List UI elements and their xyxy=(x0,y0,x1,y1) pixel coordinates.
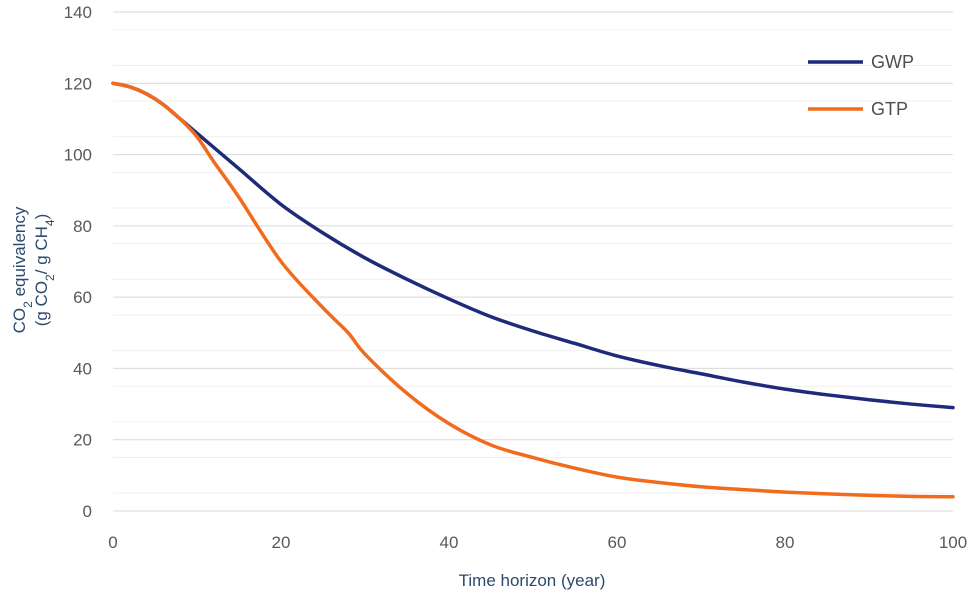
x-axis-ticks: 0 20 40 60 80 100 xyxy=(108,533,967,552)
x-tick-label: 20 xyxy=(272,533,291,552)
major-gridlines xyxy=(113,11,953,512)
y-axis-title-line1-rest: equivalency xyxy=(10,206,29,301)
y-tick-label: 0 xyxy=(83,502,92,521)
svg-text:CO2 equivalency: CO2 equivalency xyxy=(10,206,35,333)
series-lines xyxy=(111,81,955,499)
legend-label-gwp: GWP xyxy=(871,52,914,72)
legend: GWP GTP xyxy=(808,52,914,119)
y-tick-label: 100 xyxy=(64,146,92,165)
y-axis-title: CO2 equivalency (g CO2/ g CH4) xyxy=(10,206,57,333)
x-tick-label: 100 xyxy=(939,533,967,552)
y-axis-title-line2-a: (g CO xyxy=(32,281,51,326)
y-axis-ticks: 0 20 40 60 80 100 120 140 xyxy=(64,3,92,521)
y-tick-label: 140 xyxy=(64,3,92,22)
y-axis-title-line2-sub2: 4 xyxy=(43,219,57,226)
x-tick-label: 80 xyxy=(776,533,795,552)
y-tick-label: 20 xyxy=(73,431,92,450)
svg-text:(g CO2/ g CH4): (g CO2/ g CH4) xyxy=(32,214,57,327)
y-tick-label: 60 xyxy=(73,288,92,307)
y-axis-title-line2-c: ) xyxy=(32,214,51,220)
series-line-gwp xyxy=(111,81,955,410)
minor-gridlines xyxy=(113,29,953,494)
x-tick-label: 0 xyxy=(108,533,117,552)
legend-label-gtp: GTP xyxy=(871,99,908,119)
y-tick-label: 120 xyxy=(64,74,92,93)
y-tick-label: 40 xyxy=(73,359,92,378)
y-axis-title-line1-sub: 2 xyxy=(21,301,35,308)
y-tick-label: 80 xyxy=(73,217,92,236)
y-axis-title-line2-b: / g CH xyxy=(32,226,51,274)
x-axis-title: Time horizon (year) xyxy=(459,571,606,590)
x-tick-label: 60 xyxy=(608,533,627,552)
x-tick-label: 40 xyxy=(440,533,459,552)
y-axis-title-line2-sub1: 2 xyxy=(43,274,57,281)
y-axis-title-line1-a: CO xyxy=(10,308,29,334)
series-line-gtp xyxy=(111,81,955,499)
